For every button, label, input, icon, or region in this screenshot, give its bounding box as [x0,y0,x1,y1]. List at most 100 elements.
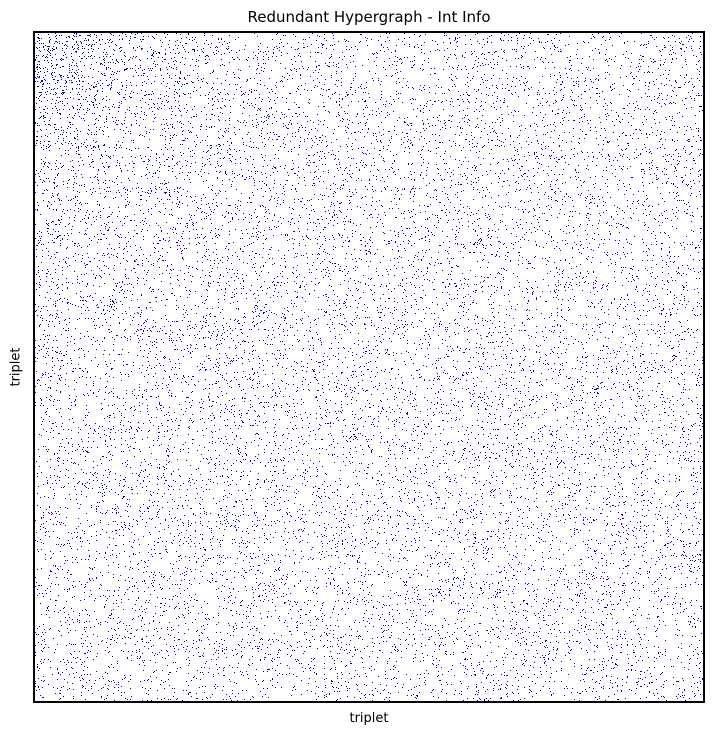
heatmap-cell [202,140,203,141]
heatmap-cell [660,147,661,148]
heatmap-cell [299,107,300,108]
heatmap-cell [575,176,576,177]
heatmap-cell [121,59,122,60]
heatmap-cell [79,185,80,186]
heatmap-cell [289,207,290,208]
heatmap-cell [633,133,634,134]
heatmap-cell [680,75,681,76]
heatmap-cell [92,44,93,45]
heatmap-cell [104,145,105,146]
heatmap-cell [499,206,500,207]
heatmap-cell [339,105,340,106]
heatmap-cell [331,142,332,143]
heatmap-cell [428,163,429,164]
heatmap-cell [584,42,585,43]
heatmap-cell [230,160,231,161]
heatmap-cell [494,130,495,131]
heatmap-cell [104,122,105,123]
heatmap-cell [326,146,327,147]
heatmap-cell [539,207,540,208]
heatmap-cell [296,104,297,105]
heatmap-cell [365,101,366,102]
heatmap-cell [378,126,379,127]
heatmap-cell [73,187,74,188]
heatmap-cell [578,84,579,85]
heatmap-cell [105,75,106,76]
heatmap-cell [254,180,255,181]
heatmap-cell [557,162,558,163]
heatmap-cell [114,129,115,130]
heatmap-cell [274,167,275,168]
heatmap-cell [92,161,93,162]
heatmap-cell [451,121,452,122]
heatmap-cell [687,140,688,141]
heatmap-cell [413,209,414,210]
heatmap-cell [324,34,325,35]
heatmap-cell [87,101,88,102]
heatmap-cell [603,205,604,206]
heatmap-cell [379,154,380,155]
heatmap-cell [212,35,213,36]
heatmap-cell [650,35,651,36]
heatmap-cell [90,177,91,178]
heatmap-cell [457,41,458,42]
heatmap-cell [307,138,308,139]
heatmap-cell [99,57,100,58]
heatmap-cell [207,151,208,152]
heatmap-cell [641,133,642,134]
heatmap-cell [352,192,353,193]
heatmap-cell [140,60,141,61]
heatmap-cell [675,186,676,187]
heatmap-cell [603,144,604,145]
heatmap-cell [76,52,77,53]
heatmap-cell [56,35,57,36]
heatmap-cell [685,175,686,176]
heatmap-cell [175,115,176,116]
heatmap-cell [488,142,489,143]
heatmap-cell [175,45,176,46]
heatmap-cell [295,36,296,37]
heatmap-cell [485,196,486,197]
heatmap-cell [176,135,177,136]
heatmap-cell [617,207,618,208]
heatmap-cell [81,77,82,78]
heatmap-cell [66,82,67,83]
heatmap-cell [400,71,401,72]
heatmap-cell [333,203,334,204]
heatmap-cell [204,43,205,44]
heatmap-cell [614,61,615,62]
heatmap-cell [249,176,250,177]
heatmap-cell [648,89,649,90]
heatmap-cell [336,116,337,117]
heatmap-cell [574,120,575,121]
heatmap-cell [498,195,499,196]
heatmap-cell [179,52,180,53]
heatmap-cell [530,126,531,127]
heatmap-cell [47,136,48,137]
heatmap-cell [589,208,590,209]
heatmap-cell [99,188,100,189]
heatmap-cell [184,140,185,141]
heatmap-cell [287,172,288,173]
heatmap-cell [334,44,335,45]
heatmap-cell [180,42,181,43]
heatmap-cell [384,51,385,52]
heatmap-cell [654,99,655,100]
heatmap-cell [315,85,316,86]
heatmap-cell [480,137,481,138]
heatmap-cell [654,84,655,85]
heatmap-cell [609,141,610,142]
heatmap-cell [45,80,46,81]
heatmap-cell [177,206,178,207]
heatmap-cell [288,128,289,129]
heatmap-cell [178,108,179,109]
heatmap-cell [166,100,167,101]
heatmap-cell [666,119,667,120]
heatmap-cell [649,205,650,206]
heatmap-cell [62,59,63,60]
heatmap-cell [533,107,534,108]
heatmap-cell [43,43,44,44]
heatmap-cell [230,106,231,107]
heatmap-cell [669,54,670,55]
heatmap-cell [264,146,265,147]
